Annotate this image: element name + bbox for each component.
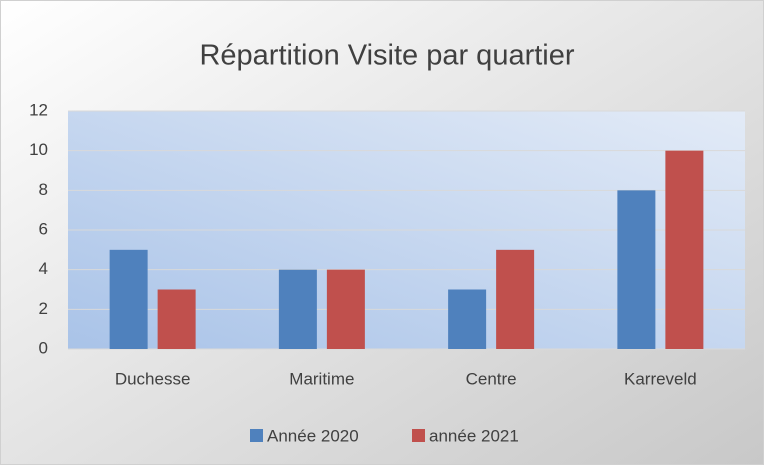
y-tick-label: 4 (39, 259, 48, 278)
x-tick-label: Duchesse (115, 369, 191, 388)
bar (278, 269, 317, 349)
bar (109, 249, 148, 349)
bar (157, 289, 196, 349)
y-tick-label: 12 (29, 100, 48, 119)
legend-swatch (250, 429, 263, 442)
y-tick-label: 8 (39, 180, 48, 199)
bar (617, 190, 656, 349)
chart-title: Répartition Visite par quartier (199, 40, 574, 72)
y-tick-label: 6 (39, 219, 48, 238)
bar (326, 269, 365, 349)
y-tick-label: 0 (39, 338, 48, 357)
bar (448, 289, 487, 349)
x-tick-label: Karreveld (624, 369, 697, 388)
legend-swatch (412, 429, 425, 442)
x-tick-label: Maritime (289, 369, 354, 388)
bar (665, 150, 704, 349)
bar (496, 249, 535, 349)
legend-label: année 2021 (429, 426, 519, 445)
x-tick-label: Centre (466, 369, 517, 388)
legend-label: Année 2020 (267, 426, 359, 445)
y-tick-label: 10 (29, 140, 48, 159)
y-tick-label: 2 (39, 299, 48, 318)
